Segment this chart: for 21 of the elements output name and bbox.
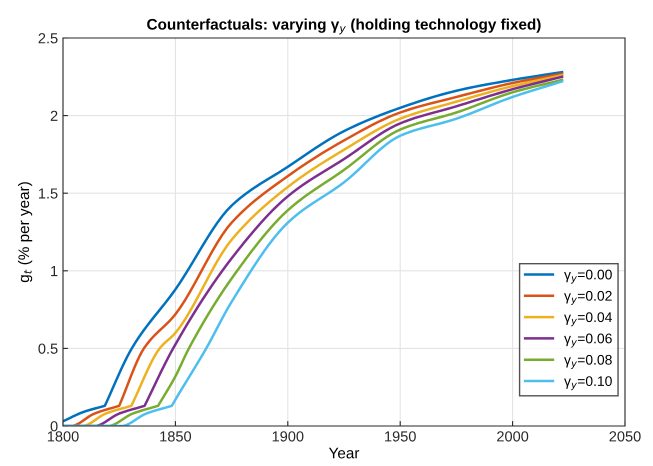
legend-label: γ$_{y}$=0.10 [564, 376, 612, 390]
x-tick-label: 1800 [48, 431, 79, 442]
x-axis-title: Year [328, 448, 360, 458]
y-tick-label: 1 [51, 266, 58, 276]
y-tick-label: 0 [50, 421, 58, 432]
chart-title: Counterfactuals: varying γ$_{y}$ (holding technology fixed) [147, 18, 541, 34]
y-tick-label: 1.5 [38, 188, 58, 199]
y-tick-label: 2.5 [38, 33, 58, 44]
legend-label: γ$_{y}$=0.08 [564, 354, 612, 369]
y-axis-title: g$_{t}$ (% per year) [18, 182, 32, 282]
y-tick-label: 2 [50, 110, 58, 121]
x-tick-label: 1950 [385, 431, 416, 442]
x-tick-label: 2050 [610, 431, 641, 442]
x-tick-label: 2000 [497, 431, 528, 442]
legend-label: γ$_{y}$=0.04 [564, 312, 612, 326]
legend-label: γ$_{y}$=0.06 [564, 334, 612, 348]
x-tick-label: 1900 [272, 431, 304, 442]
legend-label: γ$_{y}$=0.02 [564, 290, 612, 305]
legend-label: γ$_{y}$=0.00 [564, 270, 612, 284]
x-tick-label: 1850 [160, 431, 192, 442]
y-tick-label: 0.5 [38, 344, 58, 354]
